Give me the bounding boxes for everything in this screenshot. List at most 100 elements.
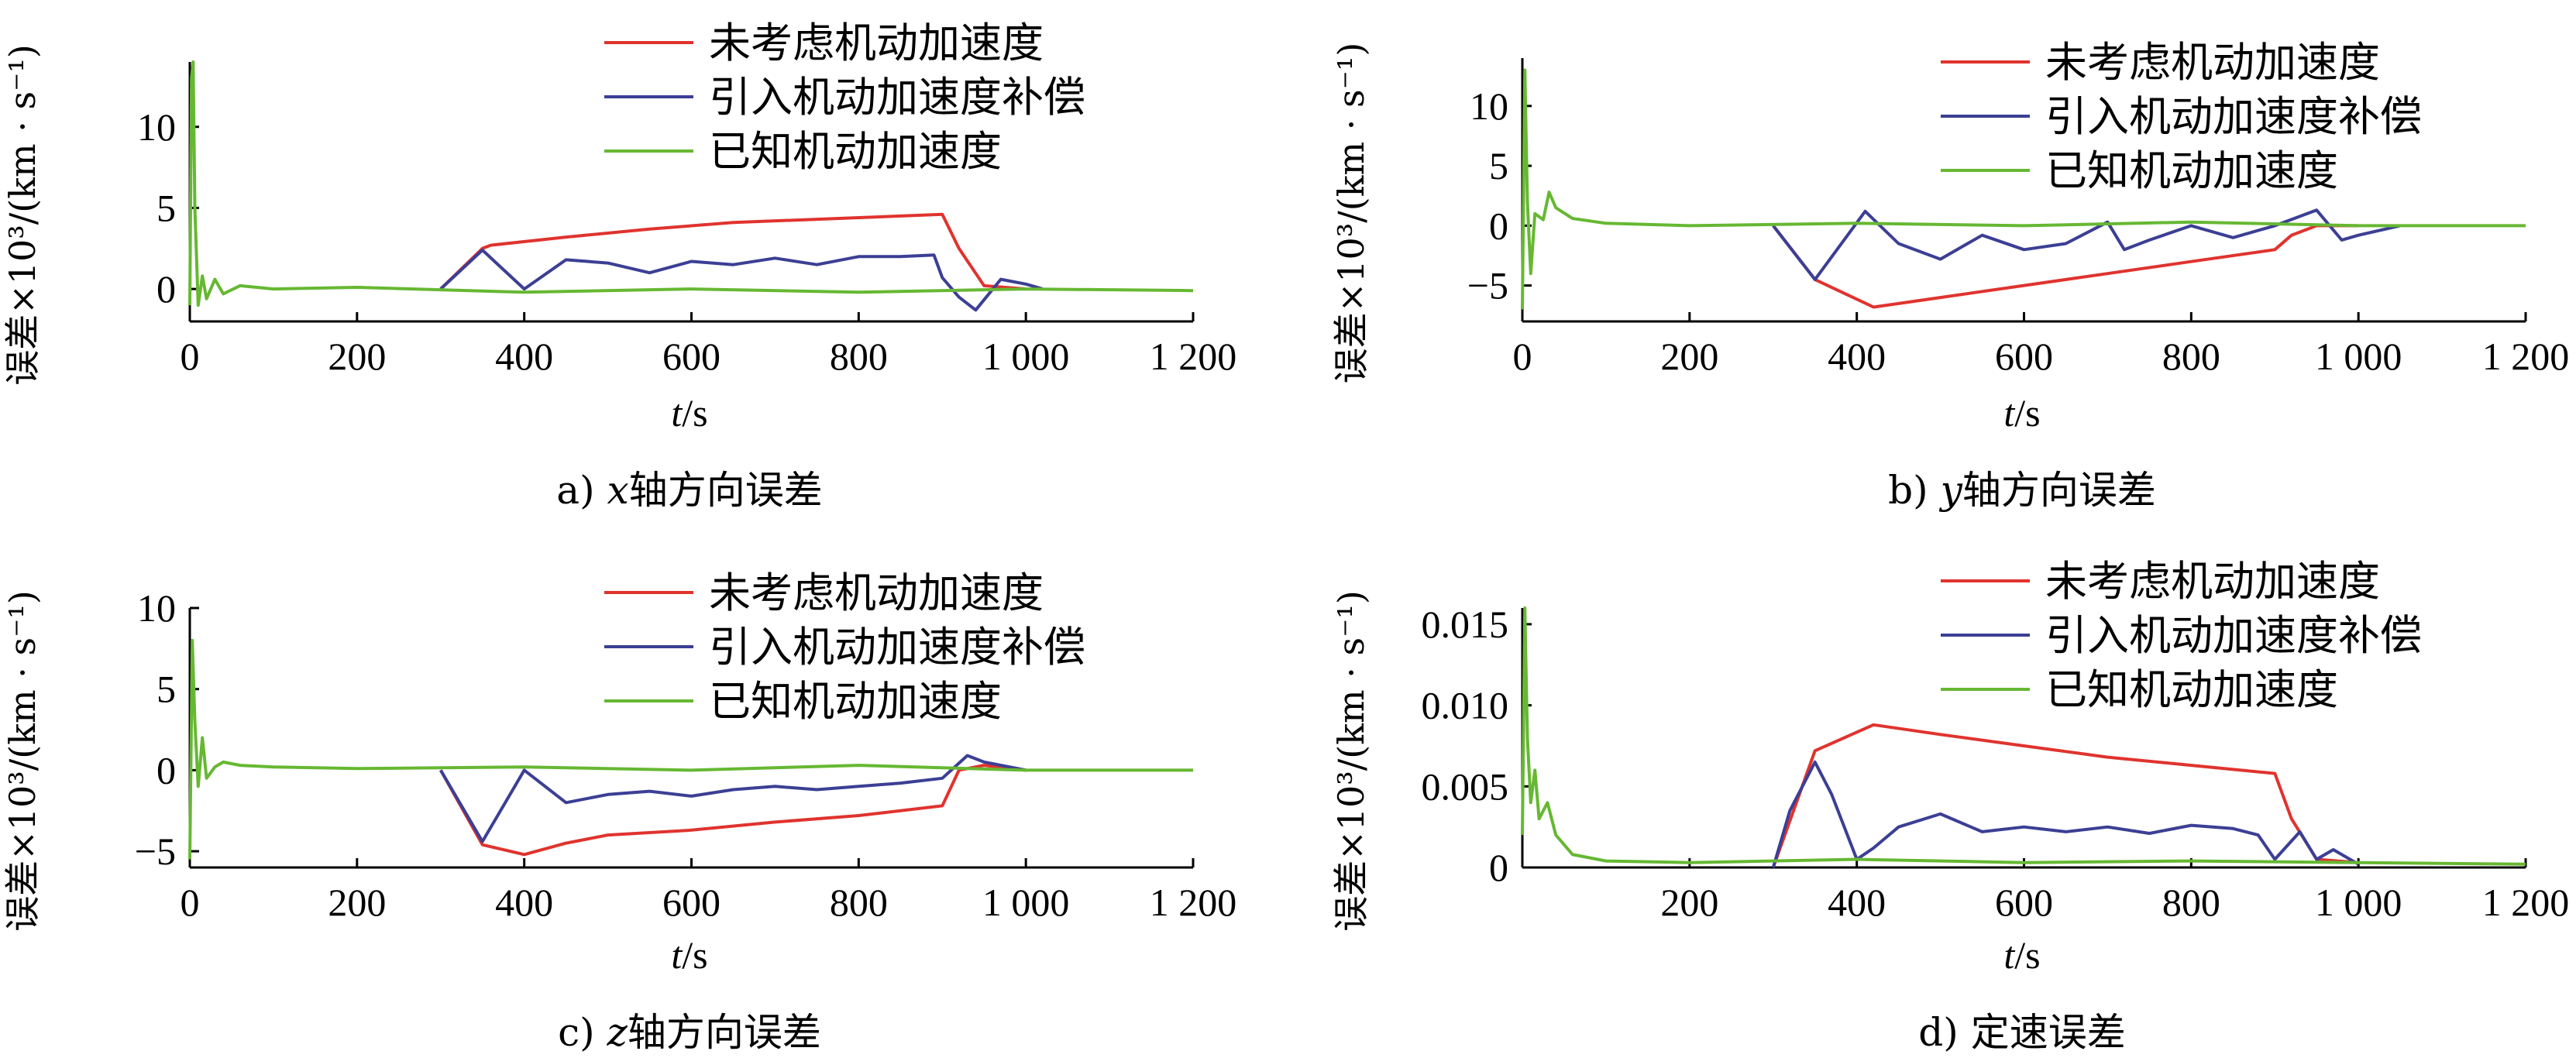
y-tick-label: 0 [156,748,176,792]
legend-label: 已知机动加速度 [709,677,1002,726]
caption-prefix: d) [1918,1010,1970,1055]
x-tick-label: 200 [1660,335,1718,378]
x-tick-label: 600 [1995,335,2053,378]
caption-prefix: c) [558,1010,607,1055]
x-tick-label: 800 [830,881,888,924]
caption-text: 定速误差 [1971,1010,2126,1055]
x-axis-var: t [2003,391,2015,435]
y-tick-label: 0.015 [1422,603,1509,646]
y-tick-label: −5 [1467,264,1508,307]
legend-label: 未考虑机动加速度 [709,19,1044,67]
y-tick-label: 5 [156,186,176,229]
x-tick-label: 400 [1828,881,1886,924]
legend-label: 已知机动加速度 [2045,146,2338,195]
legend-label: 引入机动加速度补偿 [2045,611,2422,660]
legend-label: 已知机动加速度 [2045,665,2338,714]
legend-label: 未考虑机动加速度 [709,569,1044,617]
series-line-blue [1771,760,2360,868]
x-axis-unit: /s [2014,391,2040,435]
y-tick-label: 0.010 [1422,684,1509,727]
chart-panel-4: 200 400 600 800 1 000 1 200 0 0.005 0.010 0.015 未考… [1330,557,2569,1055]
y-tick-label: 5 [1489,144,1508,187]
x-tick-label: 0 [181,335,200,378]
panel-caption: a) x轴方向误差 [556,468,822,513]
x-tick-label: 400 [495,335,553,378]
x-tick-label: 1 200 [1150,881,1237,924]
x-axis-unit: /s [2014,933,2040,977]
legend-label: 已知机动加速度 [709,127,1002,176]
series-line-blue [1772,208,2401,281]
panel-caption: b) y轴方向误差 [1888,468,2156,513]
caption-var: y [1939,468,1963,513]
x-tick-label: 600 [1995,881,2053,924]
x-tick-label: 1 200 [1150,335,1237,378]
x-axis-label: t/s [671,933,707,977]
x-tick-label: 1 200 [2482,881,2570,924]
series-line-red [439,212,1027,291]
y-tick-label: −5 [135,830,176,873]
x-tick-label: 600 [662,335,721,378]
chart-panel-2: 0 200 400 600 800 1 000 1 200−50510未考虑机动加速度引入机… [1330,38,2569,513]
y-tick-label: 5 [156,668,176,711]
x-tick-label: 200 [1660,881,1718,924]
panel-caption: d) 定速误差 [1918,1010,2125,1055]
x-axis-var: t [671,391,683,435]
x-tick-label: 200 [328,881,386,924]
x-axis-unit: /s [682,933,707,977]
legend-label: 引入机动加速度补偿 [709,623,1085,672]
legend-label: 未考虑机动加速度 [2045,38,2380,87]
x-tick-label: 0 [1513,335,1532,378]
panel-caption: c) z轴方向误差 [558,1010,821,1055]
x-axis-label: t/s [2003,391,2040,435]
x-tick-label: 1 000 [2315,881,2402,924]
y-tick-label: 10 [137,586,176,630]
x-tick-label: 0 [181,881,200,924]
series-line-red [1771,723,2359,868]
x-tick-label: 200 [328,335,386,378]
x-tick-label: 800 [2162,881,2220,924]
series-line-red [1772,224,2359,309]
caption-prefix: a) [556,468,607,513]
caption-text: 轴方向误差 [629,468,823,513]
x-axis-label: t/s [2003,933,2040,977]
y-tick-label: 10 [1470,84,1508,128]
series-line-green [188,638,1193,860]
y-tick-label: 0 [1489,204,1508,247]
x-axis-unit: /s [682,391,707,435]
x-tick-label: 800 [2162,335,2220,378]
x-tick-label: 1 000 [2315,335,2402,378]
legend-label: 引入机动加速度补偿 [709,73,1085,122]
x-tick-label: 400 [495,881,553,924]
y-tick-label: 10 [137,105,176,149]
y-tick-label: 0.005 [1422,764,1509,808]
x-axis-var: t [2003,933,2015,977]
caption-text: 轴方向误差 [1962,468,2156,513]
x-tick-label: 1 200 [2482,335,2570,378]
y-tick-label: 0 [156,267,176,311]
y-axis-label: 误差×10³/(km · s⁻¹) [1330,590,1372,932]
series-line-green [188,60,1194,307]
caption-var: z [607,1010,628,1055]
caption-text: 轴方向误差 [628,1010,821,1055]
x-tick-label: 1 000 [982,335,1070,378]
x-tick-label: 1 000 [982,881,1070,924]
x-axis-var: t [671,933,683,977]
x-tick-label: 800 [830,335,888,378]
legend-label: 未考虑机动加速度 [2045,557,2380,606]
series-line-green [1521,606,2526,866]
series-line-blue [439,248,1044,312]
x-tick-label: 600 [662,881,721,924]
x-tick-label: 400 [1828,335,1886,378]
x-axis-label: t/s [671,391,707,435]
y-axis-label: 误差×10³/(km · s⁻¹) [1330,43,1372,384]
chart-panel-1: 0 200 400 600 800 1 000 1 200 0 5 10 未考虑机动加速度引入机动加… [2,19,1236,513]
caption-prefix: b) [1888,468,1940,513]
y-axis-label: 误差×10³/(km · s⁻¹) [2,590,43,932]
y-tick-label: 0 [1489,846,1508,889]
